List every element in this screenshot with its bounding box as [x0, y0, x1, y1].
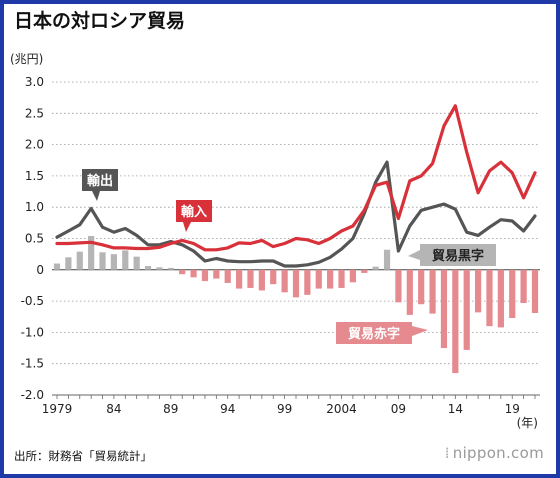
- balance-bar: [202, 270, 208, 281]
- balance-bar: [498, 270, 504, 328]
- balance-bar: [486, 270, 492, 326]
- balance-bar: [464, 270, 470, 350]
- x-tick-label: 89: [163, 402, 178, 416]
- balance-bar: [111, 254, 117, 270]
- balance-bar: [236, 270, 242, 289]
- balance-bar: [429, 270, 435, 314]
- balance-bar: [384, 250, 390, 270]
- y-tick-label: 2.0: [25, 138, 44, 152]
- balance-bar: [395, 270, 401, 303]
- x-tick-label: 09: [391, 402, 406, 416]
- balance-bar: [54, 264, 60, 270]
- balance-bar: [259, 270, 265, 291]
- balance-bar: [361, 270, 367, 273]
- balance-bar: [225, 270, 231, 283]
- balance-bar: [99, 252, 105, 270]
- balance-bar: [304, 270, 310, 295]
- x-tick-label: 2004: [326, 402, 357, 416]
- surplus-callout: 貿易黒字: [432, 248, 484, 264]
- balance-bar: [156, 267, 162, 270]
- balance-bar: [213, 270, 219, 279]
- source-note: 出所：財務省「貿易統計」: [14, 448, 152, 464]
- y-tick-label: -1.5: [21, 357, 44, 371]
- brand-name: nippon.com: [453, 444, 544, 462]
- balance-bar: [532, 270, 538, 313]
- x-tick-label: 19: [505, 402, 520, 416]
- deficit-callout: 貿易赤字: [348, 326, 400, 342]
- balance-bar: [327, 270, 333, 289]
- y-tick-label: 2.5: [25, 106, 44, 120]
- y-tick-label: 0: [36, 263, 44, 277]
- balance-bar: [134, 257, 140, 270]
- balance-bar: [293, 270, 299, 298]
- balance-bar: [452, 270, 458, 373]
- balance-bar: [418, 270, 424, 304]
- brand-logo: ⁞ nippon.com: [445, 444, 544, 462]
- balance-bar: [475, 270, 481, 313]
- balance-bar: [247, 270, 253, 288]
- balance-bar: [145, 266, 151, 270]
- import-callout: 輸入: [181, 204, 207, 220]
- x-tick-label: 14: [448, 402, 463, 416]
- balance-bar: [373, 267, 379, 270]
- export-callout: 輸出: [87, 173, 113, 189]
- balance-bar: [65, 257, 71, 270]
- balance-bar: [509, 270, 515, 318]
- x-tick-label: 94: [220, 402, 235, 416]
- balance-bar: [282, 270, 288, 293]
- brand-mark-icon: ⁞: [445, 444, 450, 462]
- balance-bar: [122, 250, 128, 269]
- y-tick-label: 0.5: [25, 232, 44, 246]
- balance-bar: [179, 270, 185, 274]
- x-tick-label: 99: [277, 402, 292, 416]
- balance-bar: [441, 270, 447, 348]
- balance-bar: [270, 270, 276, 284]
- deficit-callout-pointer: [412, 326, 428, 336]
- balance-bar: [77, 252, 83, 270]
- x-unit-label: (年): [517, 416, 538, 430]
- balance-bar: [521, 270, 527, 303]
- balance-bar: [190, 270, 196, 278]
- balance-bar: [316, 270, 322, 289]
- import-callout-pointer: [183, 222, 191, 232]
- export-callout-pointer: [92, 191, 100, 201]
- x-tick-label: 1979: [42, 402, 73, 416]
- y-tick-label: 1.5: [25, 169, 44, 183]
- balance-bar: [338, 270, 344, 288]
- balance-bar: [168, 268, 174, 270]
- y-tick-label: -1.0: [21, 325, 44, 339]
- y-tick-label: -0.5: [21, 294, 44, 308]
- x-tick-label: 84: [106, 402, 121, 416]
- surplus-callout-pointer: [408, 250, 420, 260]
- y-tick-label: 1.0: [25, 200, 44, 214]
- balance-bar: [407, 270, 413, 315]
- balance-bar: [350, 270, 356, 283]
- y-tick-label: -2.0: [21, 388, 44, 402]
- y-tick-label: 3.0: [25, 75, 44, 89]
